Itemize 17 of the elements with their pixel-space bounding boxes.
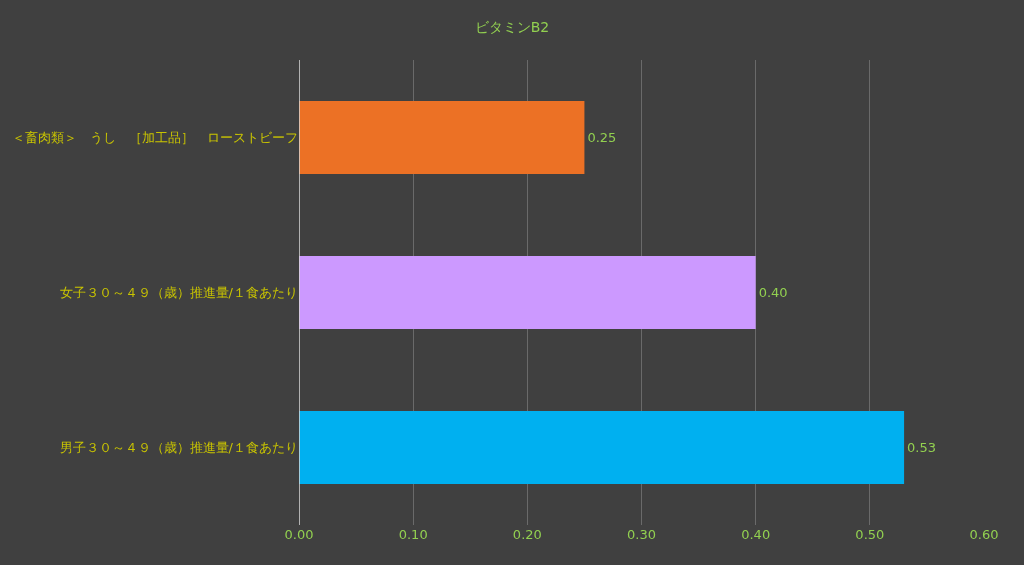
data-label: 0.53	[907, 440, 937, 456]
y-tick-label: 男子３０～４９（歳）推進量/１食あたり	[59, 440, 298, 456]
x-tick-label: 0.10	[398, 527, 428, 542]
x-tick-label: 0.00	[284, 527, 314, 542]
x-tick-label: 0.50	[855, 527, 885, 542]
y-tick-label: ＜畜肉類＞ うし ［加工品］ ローストビーフ	[12, 130, 298, 146]
x-tick-label: 0.40	[741, 527, 771, 542]
data-label: 0.40	[758, 285, 788, 300]
chart-title: ビタミンB2	[474, 19, 550, 36]
bar	[299, 256, 756, 329]
x-tick-label: 0.30	[627, 527, 656, 542]
bar	[299, 101, 585, 174]
bar	[299, 411, 905, 484]
y-tick-label: 女子３０～４９（歳）推進量/１食あたり	[59, 285, 298, 301]
data-label: 0.25	[587, 130, 617, 146]
x-tick-label: 0.60	[969, 527, 999, 542]
x-tick-label: 0.20	[512, 527, 542, 542]
